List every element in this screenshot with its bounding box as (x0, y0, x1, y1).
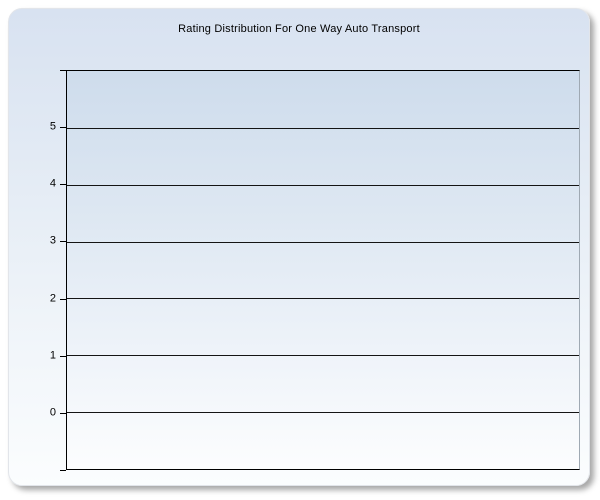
y-axis-tick (60, 412, 66, 414)
gridline (67, 298, 579, 300)
gridline (67, 184, 579, 186)
y-axis-tick (60, 298, 66, 300)
y-axis: 5 4 3 2 1 0 (9, 70, 66, 471)
y-axis-tick (60, 127, 66, 129)
y-axis-tick (60, 470, 66, 471)
gridline (67, 241, 579, 243)
y-axis-tick-label: 5 (49, 120, 56, 133)
y-axis-tick-label: 3 (49, 234, 56, 247)
gridline (67, 412, 579, 414)
y-axis-tick (60, 355, 66, 357)
chart-panel: Rating Distribution For One Way Auto Tra… (8, 8, 590, 486)
y-axis-tick-label: 0 (49, 406, 56, 419)
y-axis-tick-label: 1 (49, 349, 56, 362)
y-axis-tick (60, 70, 66, 71)
y-axis-tick (60, 241, 66, 243)
y-axis-tick-label: 2 (49, 292, 56, 305)
chart-title: Rating Distribution For One Way Auto Tra… (178, 23, 420, 35)
y-axis-tick-label: 4 (49, 177, 56, 190)
plot-area (66, 70, 580, 470)
gridline (67, 355, 579, 357)
y-axis-tick (60, 184, 66, 186)
gridline (67, 127, 579, 129)
